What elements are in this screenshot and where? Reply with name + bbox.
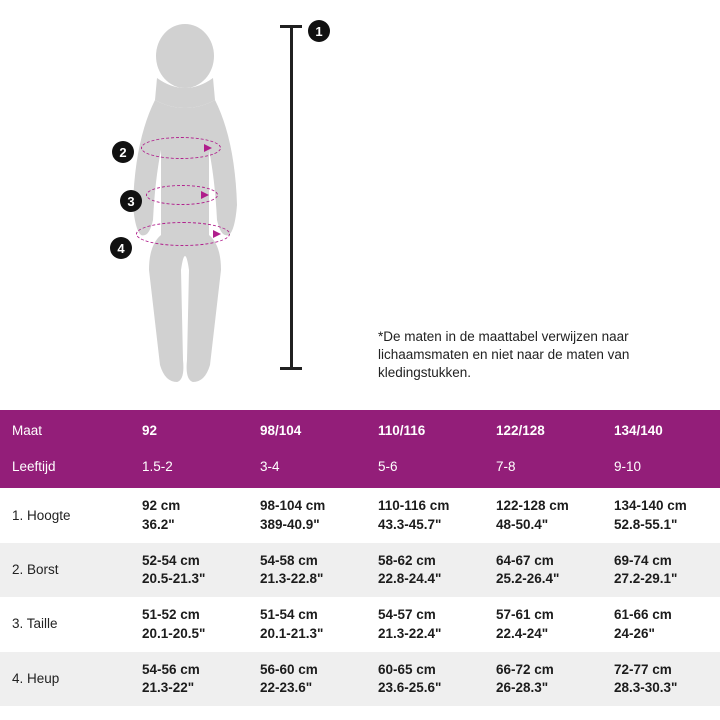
cell: 54-58 cm21.3-22.8" (248, 543, 366, 597)
cell: 58-62 cm22.8-24.4" (366, 543, 484, 597)
figure-area: 1 2 3 4 *De maten in de maattabel verwij… (0, 0, 720, 410)
badge-1: 1 (308, 20, 330, 42)
measure-ellipse-hip (136, 222, 230, 246)
header-size-col: 110/116 (366, 410, 484, 449)
header-size-col: 122/128 (484, 410, 602, 449)
table-header: Maat 92 98/104 110/116 122/128 134/140 L… (0, 410, 720, 488)
footnote-text: *De maten in de maattabel verwijzen naar… (378, 328, 688, 383)
cell: 60-65 cm23.6-25.6" (366, 652, 484, 706)
cell: 51-54 cm20.1-21.3" (248, 597, 366, 651)
row-label: 1. Hoogte (0, 488, 130, 542)
badge-2: 2 (112, 141, 134, 163)
cell: 61-66 cm24-26" (602, 597, 720, 651)
header-size-col: 92 (130, 410, 248, 449)
cell: 52-54 cm20.5-21.3" (130, 543, 248, 597)
table-row: 1. Hoogte 92 cm36.2" 98-104 cm389-40.9" … (0, 488, 720, 542)
height-indicator-bar (290, 25, 293, 370)
cell: 110-116 cm43.3-45.7" (366, 488, 484, 542)
table-row: 4. Heup 54-56 cm21.3-22" 56-60 cm22-23.6… (0, 652, 720, 706)
cell: 72-77 cm28.3-30.3" (602, 652, 720, 706)
header-age-col: 5-6 (366, 449, 484, 488)
cell: 92 cm36.2" (130, 488, 248, 542)
cell: 54-56 cm21.3-22" (130, 652, 248, 706)
row-label: 2. Borst (0, 543, 130, 597)
cell: 54-57 cm21.3-22.4" (366, 597, 484, 651)
cell: 66-72 cm26-28.3" (484, 652, 602, 706)
cell: 64-67 cm25.2-26.4" (484, 543, 602, 597)
row-label: 4. Heup (0, 652, 130, 706)
badge-4: 4 (110, 237, 132, 259)
header-size-label: Maat (0, 410, 130, 449)
header-age-col: 7-8 (484, 449, 602, 488)
cell: 57-61 cm22.4-24" (484, 597, 602, 651)
badge-3: 3 (120, 190, 142, 212)
measure-ellipse-waist (146, 185, 218, 205)
table-body: 1. Hoogte 92 cm36.2" 98-104 cm389-40.9" … (0, 488, 720, 706)
header-age-col: 1.5-2 (130, 449, 248, 488)
header-size-col: 134/140 (602, 410, 720, 449)
header-age-col: 9-10 (602, 449, 720, 488)
cell: 122-128 cm48-50.4" (484, 488, 602, 542)
header-age-col: 3-4 (248, 449, 366, 488)
cell: 69-74 cm27.2-29.1" (602, 543, 720, 597)
measure-ellipse-chest (141, 137, 221, 159)
size-chart-table: Maat 92 98/104 110/116 122/128 134/140 L… (0, 410, 720, 706)
cell: 51-52 cm20.1-20.5" (130, 597, 248, 651)
cell: 98-104 cm389-40.9" (248, 488, 366, 542)
row-label: 3. Taille (0, 597, 130, 651)
table-row: 2. Borst 52-54 cm20.5-21.3" 54-58 cm21.3… (0, 543, 720, 597)
table-row: 3. Taille 51-52 cm20.1-20.5" 51-54 cm20.… (0, 597, 720, 651)
header-size-col: 98/104 (248, 410, 366, 449)
cell: 56-60 cm22-23.6" (248, 652, 366, 706)
header-age-label: Leeftijd (0, 449, 130, 488)
cell: 134-140 cm52.8-55.1" (602, 488, 720, 542)
